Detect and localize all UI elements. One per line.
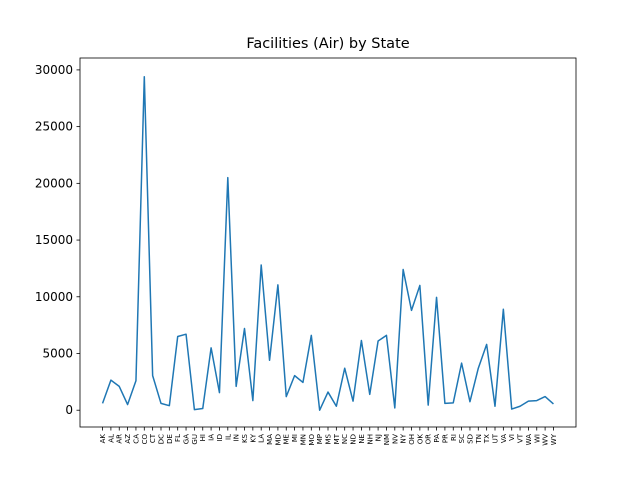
x-tick-label: OR bbox=[425, 434, 433, 445]
x-tick-label: MS bbox=[325, 433, 333, 444]
x-tick-label: ND bbox=[350, 434, 358, 445]
x-tick-label: MT bbox=[333, 433, 341, 444]
x-tick-label: MA bbox=[266, 434, 274, 445]
x-tick-label: IL bbox=[224, 434, 232, 440]
x-tick-label: NM bbox=[383, 434, 391, 445]
x-tick-label: SC bbox=[458, 434, 466, 443]
x-tick-label: NE bbox=[358, 434, 366, 444]
y-tick-label: 0 bbox=[65, 403, 73, 417]
x-tick-label: ME bbox=[283, 434, 291, 444]
x-tick-label: OH bbox=[408, 434, 416, 445]
x-tick-label: MI bbox=[291, 434, 299, 442]
x-tick-label: TX bbox=[483, 434, 491, 444]
x-tick-label: AL bbox=[107, 434, 115, 443]
y-tick-label: 20000 bbox=[35, 176, 73, 190]
x-tick-label: VA bbox=[500, 434, 508, 443]
x-tick-label: SD bbox=[466, 434, 474, 444]
chart-title: Facilities (Air) by State bbox=[246, 36, 409, 52]
x-tick-label: DE bbox=[166, 434, 174, 444]
x-tick-label: UT bbox=[492, 433, 500, 443]
x-tick-label: WI bbox=[533, 434, 541, 443]
x-tick-label: RI bbox=[450, 434, 458, 441]
y-tick-label: 5000 bbox=[42, 346, 73, 360]
x-tick-label: DC bbox=[157, 434, 165, 444]
x-tick-label: VT bbox=[517, 433, 525, 443]
x-tick-label: FL bbox=[174, 434, 182, 442]
x-tick-label: HI bbox=[199, 434, 207, 441]
x-tick-label: ID bbox=[216, 434, 224, 441]
x-tick-label: AR bbox=[116, 434, 124, 444]
x-tick-label: NV bbox=[391, 434, 399, 444]
y-tick-label: 15000 bbox=[35, 233, 73, 247]
series-layer bbox=[101, 75, 554, 411]
x-tick-label: AZ bbox=[124, 434, 132, 444]
x-tick-label: KY bbox=[249, 433, 257, 442]
x-tick-label: MD bbox=[274, 434, 282, 445]
x-tick-label: GU bbox=[191, 434, 199, 445]
x-tick-label: WV bbox=[542, 434, 550, 446]
x-tick-label: IN bbox=[233, 434, 241, 441]
x-tick-label: VI bbox=[508, 434, 516, 441]
y-tick-label: 10000 bbox=[35, 290, 73, 304]
x-tick-label: OK bbox=[416, 434, 424, 445]
x-tick-label: NJ bbox=[375, 434, 383, 441]
x-axis: AK AL AR AZ CA CO CT DC DE FL GA GU HI IA ID IL IN KS KY LA… bbox=[99, 427, 558, 446]
x-tick-label: PA bbox=[433, 434, 441, 443]
x-tick-label: IA bbox=[208, 434, 216, 441]
series-line bbox=[101, 75, 554, 411]
x-tick-label: WA bbox=[525, 434, 533, 446]
x-tick-label: NY bbox=[400, 433, 408, 443]
y-axis: 0 5000 10000 15000 20000 25000 30000 bbox=[35, 63, 80, 417]
x-tick-label: KS bbox=[241, 433, 249, 443]
x-tick-label: LA bbox=[258, 434, 266, 443]
x-tick-label: AK bbox=[99, 434, 107, 444]
x-tick-label: CT bbox=[149, 433, 157, 443]
x-tick-label: CO bbox=[141, 434, 149, 445]
x-tick-label: MP bbox=[316, 434, 324, 444]
x-tick-label: PR bbox=[441, 434, 449, 443]
plot-frame bbox=[79, 57, 577, 428]
x-tick-label: NH bbox=[366, 434, 374, 445]
x-tick-label: TN bbox=[475, 434, 483, 445]
x-tick-label: NC bbox=[341, 434, 349, 444]
x-tick-label: MN bbox=[299, 434, 307, 445]
x-tick-label: WY bbox=[550, 433, 558, 445]
y-tick-label: 30000 bbox=[35, 63, 73, 77]
x-tick-label: CA bbox=[132, 434, 140, 444]
y-tick-label: 25000 bbox=[35, 120, 73, 134]
x-tick-label: GA bbox=[183, 434, 191, 444]
x-tick-label: MO bbox=[308, 434, 316, 446]
